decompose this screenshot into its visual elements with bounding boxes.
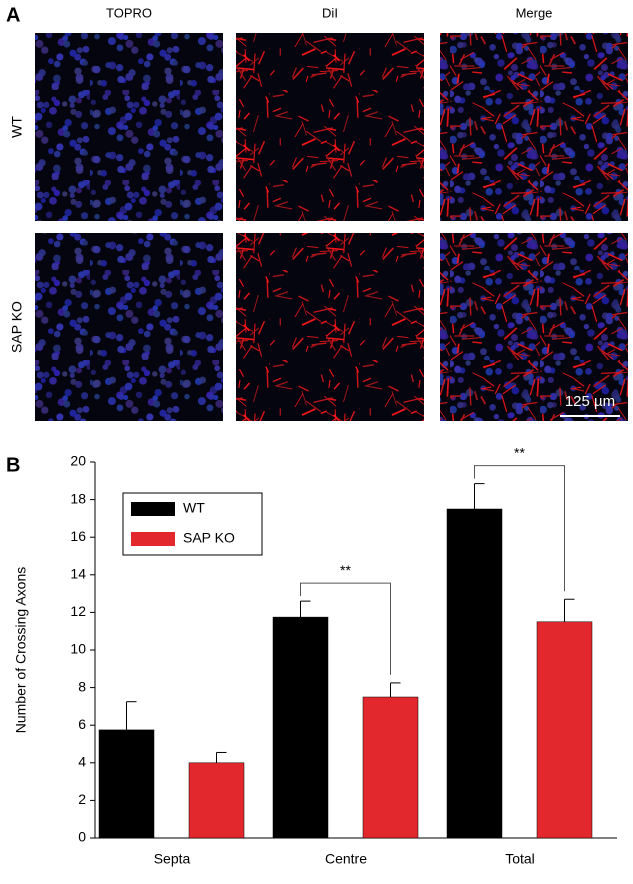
micrograph bbox=[440, 233, 628, 421]
column-header: Merge bbox=[516, 5, 553, 20]
bar bbox=[188, 762, 245, 839]
y-tick-label: 4 bbox=[78, 754, 86, 770]
bar bbox=[98, 729, 155, 839]
row-label: WT bbox=[9, 116, 25, 138]
bar bbox=[536, 621, 593, 839]
column-header: DiI bbox=[322, 5, 338, 20]
error-bar bbox=[126, 701, 137, 730]
panel-label: A bbox=[6, 4, 20, 26]
micrograph bbox=[236, 233, 424, 421]
micrograph bbox=[236, 33, 424, 221]
y-tick-label: 6 bbox=[78, 716, 86, 732]
significance-bracket bbox=[474, 465, 565, 592]
y-tick-label: 0 bbox=[78, 829, 86, 845]
error-bar bbox=[390, 682, 401, 697]
legend-swatch bbox=[131, 532, 175, 546]
y-tick-label: 14 bbox=[70, 566, 86, 582]
column-header: TOPRO bbox=[106, 5, 152, 20]
legend-swatch bbox=[131, 502, 175, 516]
bar bbox=[362, 696, 419, 839]
micrograph bbox=[440, 33, 628, 221]
bar bbox=[446, 508, 503, 839]
error-bar bbox=[564, 598, 575, 622]
bar bbox=[272, 616, 329, 839]
y-tick-label: 16 bbox=[70, 528, 86, 544]
x-tick-label: Septa bbox=[154, 851, 191, 867]
micrograph bbox=[35, 33, 223, 221]
y-tick-label: 12 bbox=[70, 603, 86, 619]
x-tick-label: Total bbox=[505, 851, 535, 867]
significance-label: ** bbox=[514, 444, 525, 460]
y-tick-label: 10 bbox=[70, 641, 86, 657]
x-tick-label: Centre bbox=[325, 851, 367, 867]
significance-label: ** bbox=[340, 562, 351, 578]
y-axis-label: Number of Crossing Axons bbox=[13, 567, 29, 734]
scale-bar-label: 125 µm bbox=[565, 393, 615, 410]
micrograph bbox=[35, 233, 223, 421]
legend-label: SAP KO bbox=[183, 530, 235, 546]
error-bar bbox=[474, 483, 485, 509]
y-tick-label: 20 bbox=[70, 453, 86, 469]
significance-bracket bbox=[300, 582, 391, 675]
y-tick-label: 18 bbox=[70, 490, 86, 506]
panel-label: B bbox=[6, 454, 20, 476]
error-bar bbox=[216, 751, 227, 763]
y-tick-label: 8 bbox=[78, 678, 86, 694]
y-tick-label: 2 bbox=[78, 791, 86, 807]
error-bar bbox=[300, 600, 311, 618]
legend-label: WT bbox=[183, 500, 205, 516]
row-label: SAP KO bbox=[9, 301, 25, 353]
